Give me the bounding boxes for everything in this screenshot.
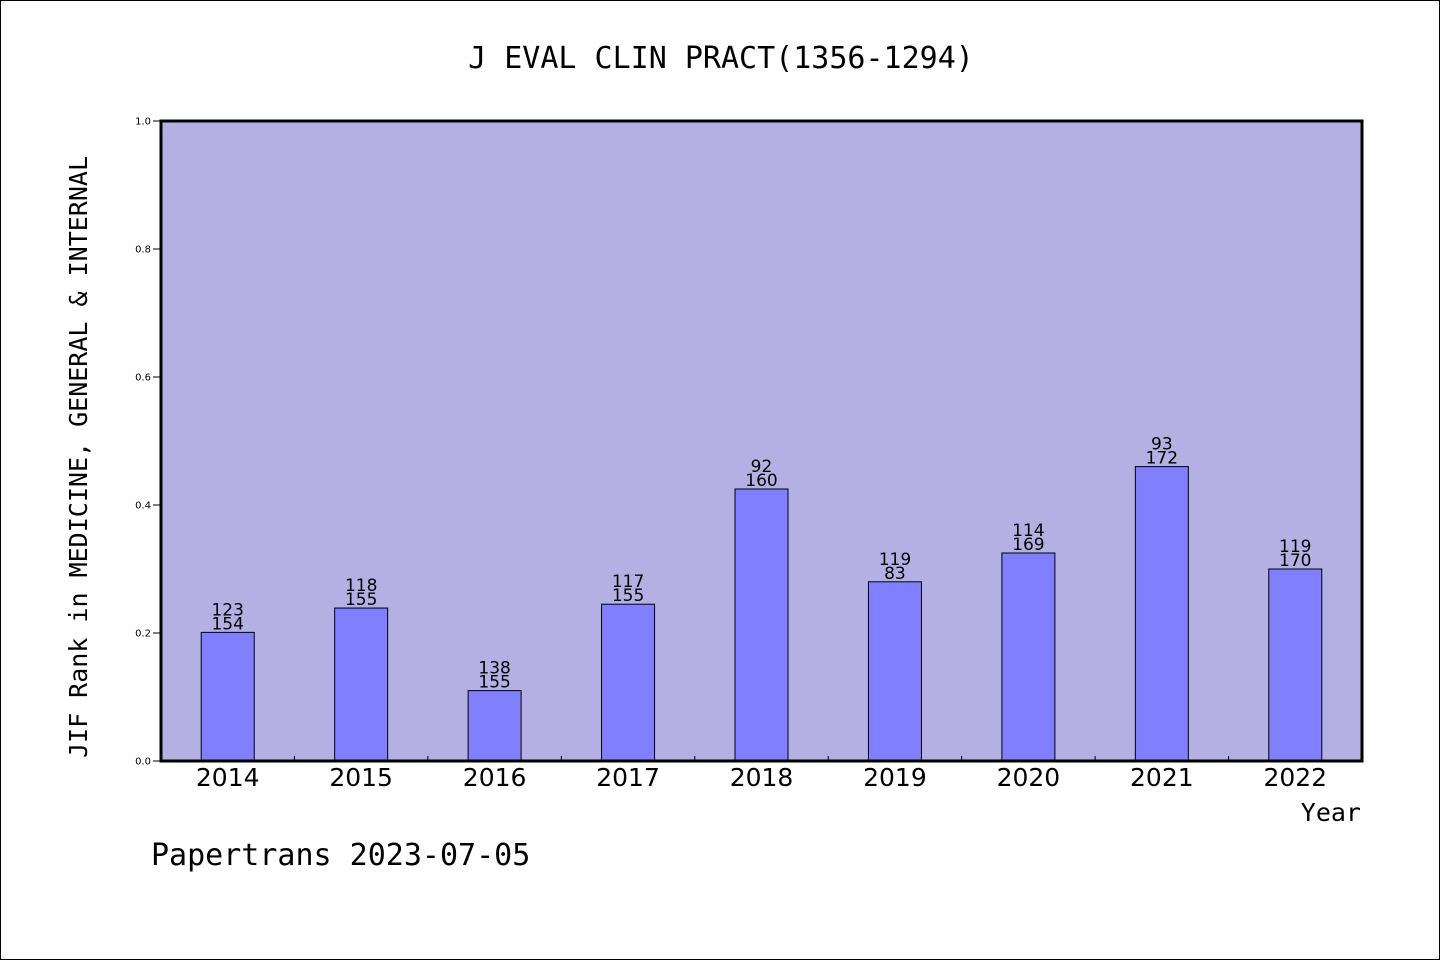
axis-ticks: 2014 2015 2016 2017 2018 2019 2020 2021 2022 0.0 0…: [135, 117, 1327, 793]
bar-2019: [867, 581, 922, 762]
bar-label-rank-2016: 138: [478, 659, 510, 679]
bar-2020: [1001, 552, 1056, 762]
y-tick-label-1.0: 1.0: [135, 117, 151, 128]
bar-2015: [334, 607, 389, 762]
y-tick-label-0.8: 0.8: [135, 245, 151, 256]
y-axis-label: JIF Rank in MEDICINE, GENERAL & INTERNAL: [64, 156, 93, 758]
bar-label-total-2018: 160: [745, 471, 777, 491]
bar-2018: [734, 488, 789, 762]
bar-label-total-2016: 155: [478, 673, 510, 693]
plot-border: [159, 119, 1364, 763]
bar-2021: [1134, 466, 1189, 762]
bar-label-total-2017: 155: [612, 586, 644, 606]
bar-2016: [467, 690, 522, 762]
x-tick-label-2019: 2019: [863, 763, 927, 792]
bar-label-total-2014: 154: [211, 614, 243, 634]
bar-label-rank-2019: 119: [879, 550, 911, 570]
bar-label-rank-2015: 118: [345, 576, 377, 596]
y-tick-label-0.4: 0.4: [135, 501, 151, 512]
bar-label-total-2022: 170: [1279, 551, 1311, 571]
x-tick-label-2020: 2020: [997, 763, 1061, 792]
chart-title: J EVAL CLIN PRACT(1356-1294): [468, 41, 974, 76]
bar-label-total-2020: 169: [1012, 535, 1044, 555]
x-tick-label-2021: 2021: [1130, 763, 1194, 792]
bar-series: 1231541181551381551171559216011983114169…: [200, 435, 1323, 762]
x-tick-label-2018: 2018: [730, 763, 794, 792]
y-tick-label-0.6: 0.6: [135, 373, 151, 384]
x-tick-label-2016: 2016: [463, 763, 527, 792]
y-tick-label-0.0: 0.0: [135, 757, 151, 768]
bar-label-rank-2022: 119: [1279, 537, 1311, 557]
x-tick-label-2017: 2017: [596, 763, 660, 792]
footer-credit: Papertrans 2023-07-05: [151, 838, 530, 873]
bar-label-total-2015: 155: [345, 590, 377, 610]
x-tick-label-2015: 2015: [329, 763, 393, 792]
x-tick-label-2022: 2022: [1263, 763, 1327, 792]
bar-2022: [1268, 568, 1323, 762]
bar-2017: [601, 603, 656, 762]
bar-2014: [200, 631, 255, 762]
y-tick-label-0.2: 0.2: [135, 629, 151, 640]
bar-label-rank-2020: 114: [1012, 521, 1044, 541]
bar-label-rank-2017: 117: [612, 572, 644, 592]
x-tick-label-2014: 2014: [196, 763, 260, 792]
bar-label-rank-2018: 92: [751, 457, 773, 477]
x-axis-label: Year: [1301, 798, 1361, 827]
bar-label-total-2019: 83: [884, 564, 906, 584]
bar-label-rank-2021: 93: [1151, 435, 1173, 455]
bar-label-rank-2014: 123: [211, 600, 243, 620]
bar-label-total-2021: 172: [1146, 449, 1178, 469]
